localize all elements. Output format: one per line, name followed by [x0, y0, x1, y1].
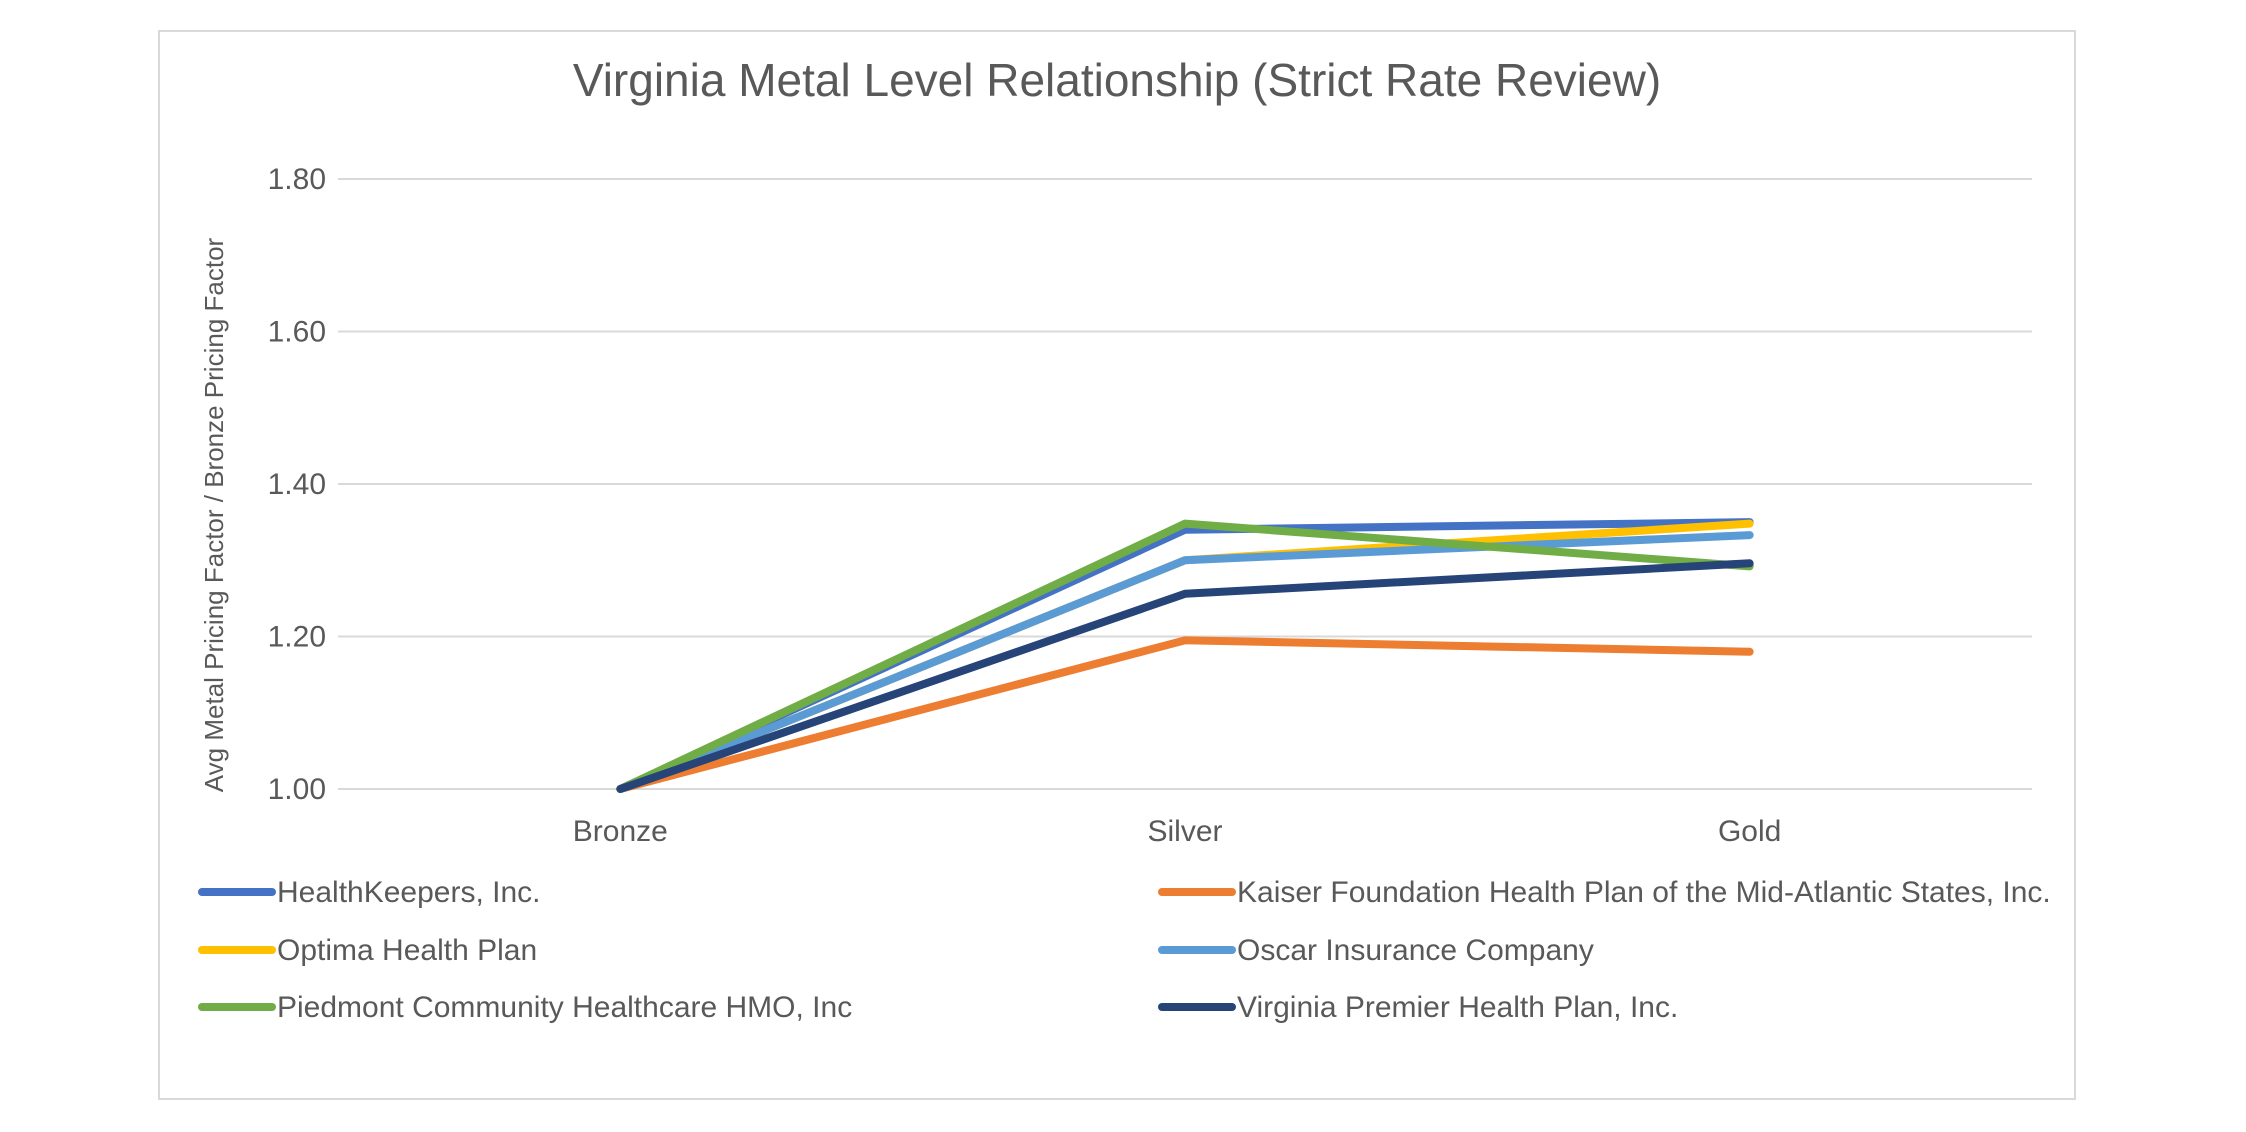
x-tick-label: Silver — [1147, 815, 1222, 848]
series-line — [616, 636, 1754, 793]
legend-item: Kaiser Foundation Health Plan of the Mid… — [1158, 876, 2051, 909]
x-axis-tick-labels: Bronze Silver Gold — [573, 815, 1782, 848]
x-tick-label: Gold — [1718, 815, 1781, 848]
gridlines — [338, 178, 2032, 790]
y-tick-label: 1.20 — [268, 621, 326, 654]
legend-item: Oscar Insurance Company — [1158, 934, 1594, 967]
y-tick-label: 1.00 — [268, 773, 326, 806]
legend-item: HealthKeepers, Inc. — [198, 876, 540, 909]
x-tick-label: Bronze — [573, 815, 668, 848]
y-axis-title: Avg Metal Pricing Factor / Bronze Pricin… — [199, 237, 229, 792]
series-line — [616, 559, 1754, 793]
chart-frame: Virginia Metal Level Relationship (Stric… — [158, 30, 2076, 1100]
y-tick-label: 1.60 — [268, 316, 326, 349]
legend-label: Optima Health Plan — [277, 934, 537, 967]
legend: HealthKeepers, Inc. Kaiser Foundation Hea… — [198, 876, 2051, 1024]
legend-item: Optima Health Plan — [198, 934, 537, 967]
series-line — [616, 519, 1754, 793]
chart-title: Virginia Metal Level Relationship (Stric… — [573, 54, 1661, 106]
legend-label: Oscar Insurance Company — [1237, 934, 1594, 967]
legend-label: Kaiser Foundation Health Plan of the Mid… — [1237, 876, 2051, 909]
legend-item: Piedmont Community Healthcare HMO, Inc — [198, 991, 852, 1024]
line-chart: Virginia Metal Level Relationship (Stric… — [198, 54, 2051, 1024]
legend-label: Virginia Premier Health Plan, Inc. — [1237, 991, 1678, 1024]
y-axis-tick-labels: 1.00 1.20 1.40 1.60 1.80 — [268, 163, 326, 806]
y-tick-label: 1.80 — [268, 163, 326, 196]
y-tick-label: 1.40 — [268, 468, 326, 501]
legend-item: Virginia Premier Health Plan, Inc. — [1158, 991, 1678, 1024]
series-lines — [616, 518, 1754, 793]
legend-label: HealthKeepers, Inc. — [277, 876, 540, 909]
legend-label: Piedmont Community Healthcare HMO, Inc — [277, 991, 852, 1024]
series-line — [616, 531, 1754, 793]
